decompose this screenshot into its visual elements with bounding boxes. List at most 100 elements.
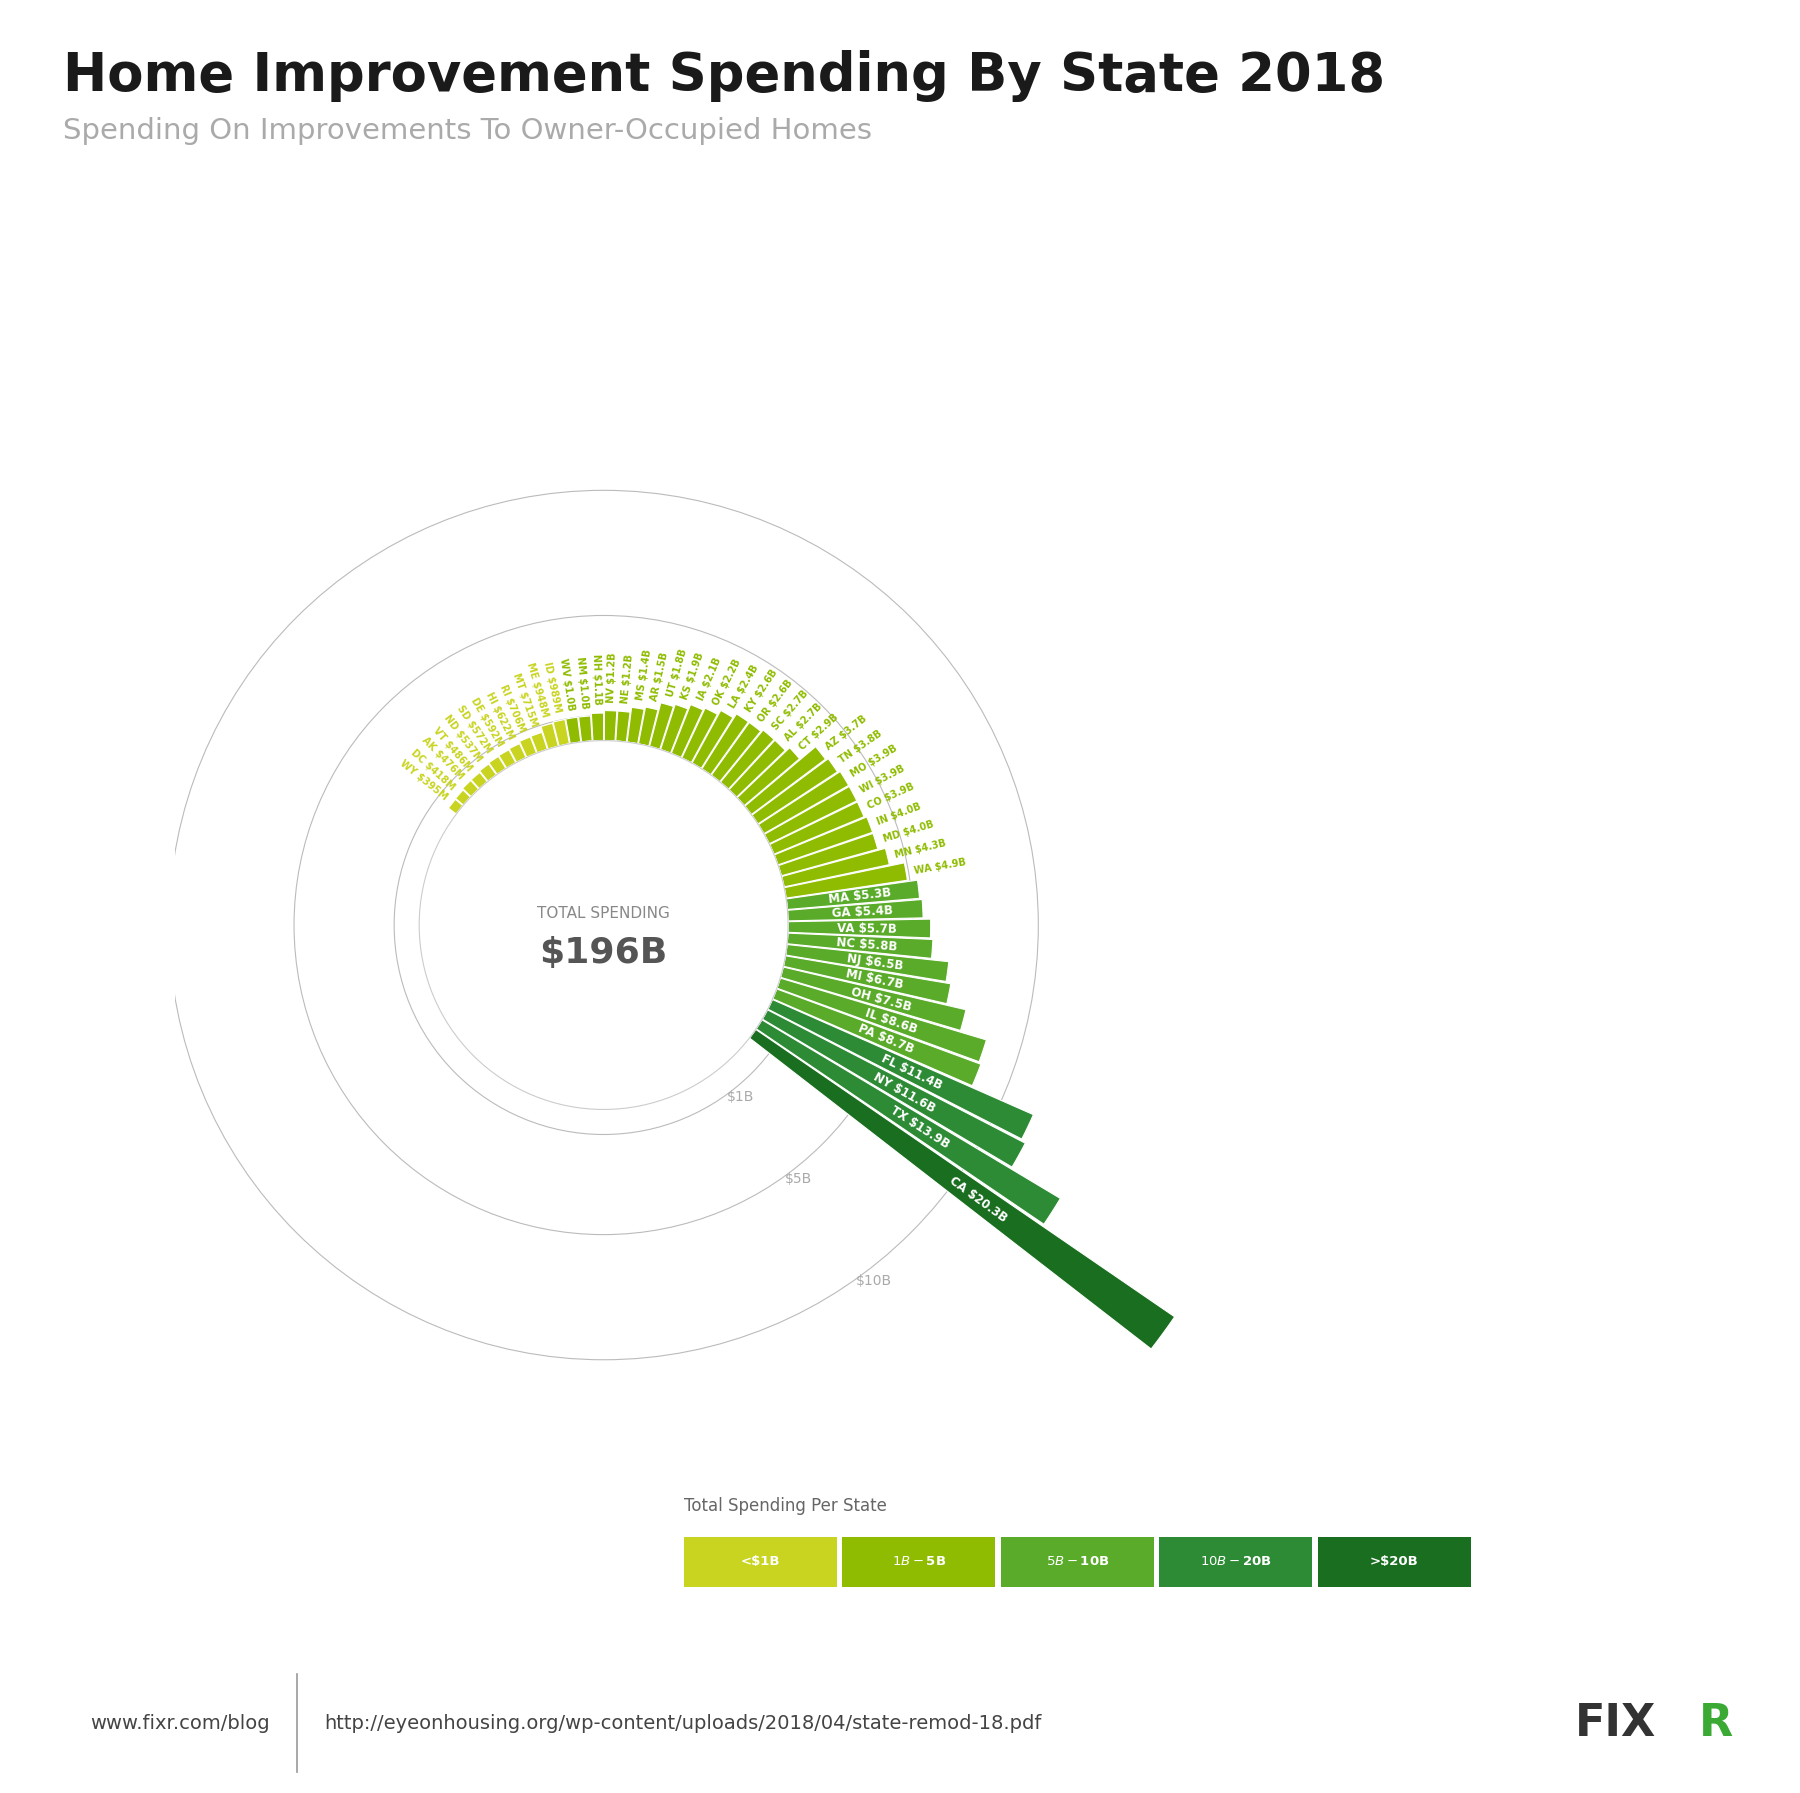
Text: AK $476M: AK $476M [419,735,464,782]
Text: ND $537M: ND $537M [441,714,484,764]
Wedge shape [661,705,688,753]
Text: WI $3.9B: WI $3.9B [859,764,905,794]
Text: ME $948M: ME $948M [526,662,549,719]
Text: SD $572M: SD $572M [455,705,493,755]
Text: AR $1.5B: AR $1.5B [650,651,670,701]
Wedge shape [682,708,718,762]
Text: NM $1.0B: NM $1.0B [574,656,589,708]
Wedge shape [490,757,506,775]
Wedge shape [781,966,967,1031]
Wedge shape [639,706,659,746]
Wedge shape [770,801,864,853]
Text: DC $418M: DC $418M [409,748,457,793]
Text: TOTAL SPENDING: TOTAL SPENDING [536,905,670,920]
Text: FL $11.4B: FL $11.4B [878,1052,943,1092]
Text: MA $5.3B: MA $5.3B [828,886,891,907]
Text: $1B: $1B [727,1090,754,1104]
Wedge shape [592,714,603,741]
Text: MO $3.9B: MO $3.9B [850,744,900,780]
Wedge shape [761,1009,1026,1167]
Wedge shape [499,749,517,767]
Wedge shape [702,714,749,775]
Text: IA $2.1B: IA $2.1B [697,656,724,703]
Wedge shape [749,1029,1175,1348]
Circle shape [419,741,788,1110]
Text: MN $4.3B: MN $4.3B [895,837,947,861]
Text: MT $715M: MT $715M [511,672,538,728]
Wedge shape [720,730,774,789]
Wedge shape [788,920,931,938]
Text: FIX: FIX [1575,1702,1656,1745]
Text: MD $4.0B: MD $4.0B [882,819,934,845]
Text: NJ $6.5B: NJ $6.5B [846,952,904,972]
Text: IL $8.6B: IL $8.6B [862,1006,918,1036]
Text: KS $1.9B: KS $1.9B [680,651,706,701]
Text: $1B-$5B: $1B-$5B [891,1555,947,1569]
Wedge shape [778,834,878,875]
Text: CO $3.9B: CO $3.9B [866,782,916,810]
Text: IN $4.0B: IN $4.0B [875,801,923,827]
Wedge shape [756,1020,1060,1225]
Wedge shape [736,748,799,805]
Text: Spending On Improvements To Owner-Occupied Homes: Spending On Improvements To Owner-Occupi… [63,117,871,145]
Wedge shape [787,900,923,922]
Text: SC $2.7B: SC $2.7B [770,689,810,732]
Wedge shape [565,717,581,744]
Text: TX $13.9B: TX $13.9B [887,1104,952,1151]
Text: UT $1.8B: UT $1.8B [664,647,688,699]
Wedge shape [671,705,704,758]
Wedge shape [509,744,526,762]
Text: WY $395M: WY $395M [398,758,448,801]
Text: >$20B: >$20B [1370,1555,1418,1569]
Text: OK $2.2B: OK $2.2B [711,656,743,706]
Text: MS $1.4B: MS $1.4B [635,649,653,701]
Text: OH $7.5B: OH $7.5B [850,984,913,1013]
Text: $10B-$20B: $10B-$20B [1201,1555,1271,1569]
Wedge shape [778,977,986,1061]
Wedge shape [787,880,920,909]
Text: KY $2.6B: KY $2.6B [743,667,779,714]
Text: Home Improvement Spending By State 2018: Home Improvement Spending By State 2018 [63,50,1386,102]
Text: http://eyeonhousing.org/wp-content/uploads/2018/04/state-remod-18.pdf: http://eyeonhousing.org/wp-content/uploa… [324,1714,1042,1732]
Text: CT $2.9B: CT $2.9B [797,712,841,751]
Text: NH $1.1B: NH $1.1B [592,654,603,705]
Text: WA $4.9B: WA $4.9B [913,857,967,875]
Text: LA $2.4B: LA $2.4B [727,663,760,710]
Text: PA $8.7B: PA $8.7B [855,1022,916,1056]
Text: $5B-$10B: $5B-$10B [1046,1555,1109,1569]
Text: VA $5.7B: VA $5.7B [837,922,896,936]
Wedge shape [785,945,949,981]
Wedge shape [729,741,785,798]
Wedge shape [781,848,889,888]
Wedge shape [650,703,673,749]
Wedge shape [463,780,479,796]
Text: GA $5.4B: GA $5.4B [832,904,893,920]
Wedge shape [765,787,857,845]
Text: $5B: $5B [785,1171,812,1185]
Wedge shape [520,737,536,757]
Wedge shape [752,758,837,825]
Text: DE $592M: DE $592M [468,696,504,748]
Wedge shape [531,732,547,753]
Text: <$1B: <$1B [742,1555,779,1569]
Text: OR $2.6B: OR $2.6B [756,678,796,724]
Wedge shape [691,710,733,769]
Wedge shape [472,773,488,789]
Text: NV $1.2B: NV $1.2B [607,653,617,703]
Text: $196B: $196B [540,936,668,970]
Wedge shape [711,723,761,782]
Text: NE $1.2B: NE $1.2B [621,654,635,705]
Text: AZ $3.7B: AZ $3.7B [824,714,869,753]
Wedge shape [769,999,1033,1139]
Text: R: R [1699,1702,1733,1745]
Wedge shape [745,746,826,814]
Text: AL $2.7B: AL $2.7B [783,701,824,744]
Text: ID $989M: ID $989M [542,662,563,714]
Text: VT $486M: VT $486M [432,724,475,773]
Text: MI $6.7B: MI $6.7B [844,968,905,992]
Text: RI $706M: RI $706M [499,683,527,733]
Wedge shape [785,862,907,898]
Wedge shape [787,932,932,959]
Wedge shape [455,791,470,805]
Text: CA $20.3B: CA $20.3B [947,1174,1010,1225]
